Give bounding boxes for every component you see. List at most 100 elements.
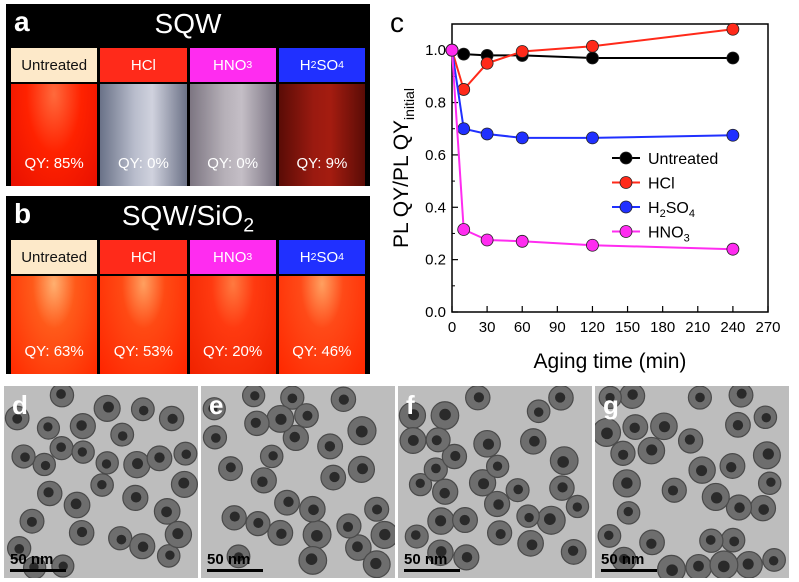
x-tick-label: 90 xyxy=(549,319,566,336)
nanoparticle-core xyxy=(567,545,579,556)
nanoparticle-core xyxy=(667,485,679,496)
nanoparticle-core xyxy=(137,541,149,553)
qy-value: QY: 0% xyxy=(117,155,169,172)
nanoparticle-core xyxy=(70,498,82,510)
x-tick-label: 150 xyxy=(615,319,640,336)
x-tick-label: 30 xyxy=(479,319,496,336)
nanoparticle-core xyxy=(287,393,298,404)
nanoparticle-core xyxy=(555,392,566,403)
nanoparticles-d xyxy=(4,386,198,578)
vial-untreated: QY: 85% xyxy=(11,84,98,186)
data-point-hcl xyxy=(726,22,740,36)
nanoparticle-core xyxy=(372,504,383,515)
nanoparticle-core xyxy=(410,530,421,540)
data-point-h2so4 xyxy=(515,131,529,145)
legend-label: Untreated xyxy=(648,151,718,168)
nanoparticle-core xyxy=(12,413,23,424)
panel-b: b SQW/SiO2 Untreated HCl HNO 3 H 2 SO 4 QY: … xyxy=(6,196,370,374)
data-point-hcl xyxy=(586,39,599,53)
nanoparticle-core xyxy=(762,448,774,460)
nanoparticle-core xyxy=(253,517,264,528)
nanoparticle-core xyxy=(710,492,723,504)
data-point-hno3 xyxy=(726,242,740,256)
panel-a-labels: Untreated HCl HNO 3 H 2 SO 4 xyxy=(11,48,365,82)
nanoparticle-core xyxy=(618,449,629,460)
tem-image-e: e 50 nm xyxy=(201,386,395,578)
nanoparticle-core xyxy=(103,401,114,413)
nanoparticle-core xyxy=(379,528,391,541)
nanoparticle-core xyxy=(725,461,737,473)
nanoparticle-core xyxy=(172,528,184,540)
qy-value: QY: 46% xyxy=(292,343,352,360)
legend-label-sub: 4 xyxy=(689,208,695,220)
nanoparticle-core xyxy=(435,546,447,557)
legend-label-sub: 3 xyxy=(684,233,690,245)
nanoparticle-core xyxy=(138,405,149,416)
panel-a-header: a SQW xyxy=(6,4,370,48)
data-point-hno3 xyxy=(586,238,599,252)
nanoparticle-core xyxy=(408,409,420,421)
nanoparticle-core xyxy=(132,458,144,470)
nanoparticle-core xyxy=(161,506,172,518)
nanoparticle-core xyxy=(211,433,221,443)
vial-hcl: QY: 53% xyxy=(100,276,187,374)
nanoparticle-core xyxy=(58,561,68,571)
legend-label: HNO3 xyxy=(648,225,690,245)
chart-panel-c: c0.00.20.40.60.81.00 30 60 90 120 150 180 210 24… xyxy=(390,7,781,373)
panel-c-letter: c xyxy=(390,7,404,38)
nanoparticle-core xyxy=(734,502,745,513)
panel-a-title: SQW xyxy=(154,8,222,39)
panel-a-letter: a xyxy=(14,6,30,37)
label-untreated: Untreated xyxy=(11,240,98,274)
x-tick-label: 60 xyxy=(514,319,531,336)
panel-b-title: SQW/SiO2 xyxy=(121,200,255,237)
nanoparticle-core xyxy=(276,528,287,540)
nanoparticle-core xyxy=(526,539,538,551)
label-untreated: Untreated xyxy=(11,48,98,82)
panel-a: a SQW Untreated HCl HNO 3 H 2 SO 4 QY: 85% Q… xyxy=(6,4,370,186)
nanoparticle-core xyxy=(629,422,640,434)
nanoparticle-core xyxy=(43,422,53,432)
nanoparticle-core xyxy=(557,456,569,468)
nanoparticles-f xyxy=(398,386,590,571)
qy-value: QY: 53% xyxy=(113,343,173,360)
label-hno3: HNO 3 xyxy=(189,240,276,274)
tem-letter: g xyxy=(603,390,619,420)
panel-b-vials: QY: 63% QY: 53% QY: 20% QY: 46% xyxy=(11,276,365,374)
nanoparticle-core xyxy=(250,417,261,428)
series-line-hno3 xyxy=(451,50,733,251)
x-tick-label: 270 xyxy=(755,319,780,336)
legend-marker xyxy=(619,225,633,238)
nanoparticle-core xyxy=(732,420,744,431)
nanoparticle-core xyxy=(26,516,37,527)
nanoparticle-core xyxy=(14,544,25,554)
nanoparticle-core xyxy=(415,478,425,488)
vial-hno3: QY: 0% xyxy=(189,84,276,186)
nanoparticle-core xyxy=(56,442,66,453)
nanoparticle-core xyxy=(646,444,658,456)
nanoparticle-core xyxy=(338,394,349,405)
nanoparticle-core xyxy=(717,560,730,573)
data-point-hno3 xyxy=(445,43,459,57)
label-hcl: HCl xyxy=(100,48,187,82)
nanoparticle-core xyxy=(167,413,178,424)
nanoparticle-core xyxy=(257,476,268,488)
y-tick-label: 0.8 xyxy=(425,95,446,112)
vial-hcl: QY: 0% xyxy=(100,84,187,186)
nanoparticle-core xyxy=(305,553,318,565)
nanoparticle-core xyxy=(524,512,534,523)
nanoparticle-core xyxy=(229,511,240,522)
legend-label-tail: SO xyxy=(666,200,689,217)
nanoparticle-core xyxy=(407,435,419,446)
data-point-hno3 xyxy=(457,223,471,236)
nanoparticle-core xyxy=(666,564,678,576)
nanoparticle-core xyxy=(557,482,568,493)
label-h2so4: H 2 SO 4 xyxy=(278,48,365,82)
series-line-h2so4 xyxy=(451,50,733,139)
nanoparticle-core xyxy=(76,526,88,538)
nanoparticle-core xyxy=(695,392,705,403)
nanoparticle-core xyxy=(357,463,368,475)
nanoparticle-core xyxy=(533,407,544,417)
legend-label: HCl xyxy=(648,176,675,193)
qy-value: QY: 85% xyxy=(24,155,84,172)
